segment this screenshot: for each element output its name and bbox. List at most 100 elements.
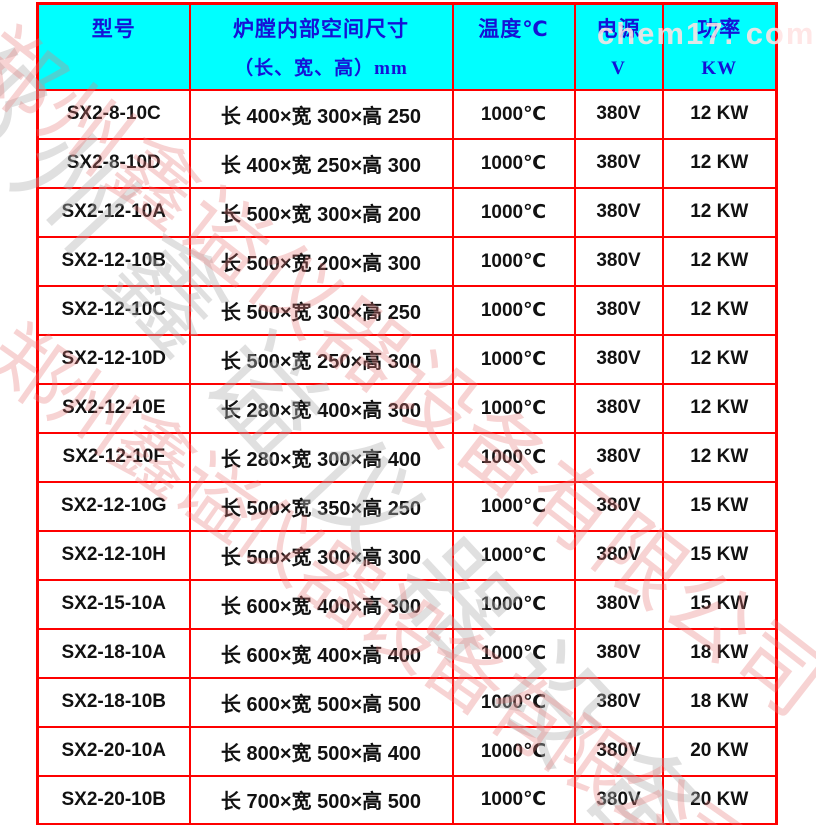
table-row: SX2-8-10C 长 400×宽 300×高 250 1000℃ 380V 1… <box>36 88 778 140</box>
model-cell: SX2-12-10E <box>36 382 191 434</box>
power-cell: 12 KW <box>661 431 778 483</box>
table-row: SX2-15-10A 长 600×宽 400×高 300 1000℃ 380V … <box>36 578 778 630</box>
power-cell: 12 KW <box>661 88 778 140</box>
power-cell: 15 KW <box>661 529 778 581</box>
power-cell: 12 KW <box>661 235 778 287</box>
header-row: 型号 炉膛内部空间尺寸 （长、宽、高）mm 温度℃ 电源 V 功率 KW <box>36 2 778 91</box>
voltage-cell: 380V <box>573 137 664 189</box>
table-header: 型号 炉膛内部空间尺寸 （长、宽、高）mm 温度℃ 电源 V 功率 KW <box>36 2 778 91</box>
dimensions-cell: 长 500×宽 300×高 300 <box>188 529 454 581</box>
power-cell: 20 KW <box>661 725 778 777</box>
table-row: SX2-12-10E 长 280×宽 400×高 300 1000℃ 380V … <box>36 382 778 434</box>
voltage-cell: 380V <box>573 774 664 825</box>
table-row: SX2-20-10A 长 800×宽 500×高 400 1000℃ 380V … <box>36 725 778 777</box>
model-cell: SX2-12-10F <box>36 431 191 483</box>
col-header-temperature-label: 温度℃ <box>478 18 549 41</box>
model-cell: SX2-12-10C <box>36 284 191 336</box>
dimensions-cell: 长 500×宽 300×高 250 <box>188 284 454 336</box>
col-header-voltage-line2: V <box>611 58 626 79</box>
temperature-cell: 1000℃ <box>451 627 576 679</box>
col-header-dimensions-line2: （长、宽、高）mm <box>234 58 408 79</box>
model-cell: SX2-18-10B <box>36 676 191 728</box>
voltage-cell: 380V <box>573 627 664 679</box>
dimensions-cell: 长 600×宽 400×高 300 <box>188 578 454 630</box>
col-header-dimensions-line1: 炉膛内部空间尺寸 <box>233 18 409 41</box>
temperature-cell: 1000℃ <box>451 578 576 630</box>
spec-table: 型号 炉膛内部空间尺寸 （长、宽、高）mm 温度℃ 电源 V 功率 KW <box>36 2 778 825</box>
temperature-cell: 1000℃ <box>451 382 576 434</box>
power-cell: 12 KW <box>661 186 778 238</box>
dimensions-cell: 长 500×宽 250×高 300 <box>188 333 454 385</box>
col-header-model: 型号 <box>36 2 191 91</box>
table-row: SX2-12-10B 长 500×宽 200×高 300 1000℃ 380V … <box>36 235 778 287</box>
voltage-cell: 380V <box>573 578 664 630</box>
col-header-power-line2: KW <box>701 58 738 79</box>
col-header-voltage-line1: 电源 <box>596 18 641 41</box>
model-cell: SX2-18-10A <box>36 627 191 679</box>
dimensions-cell: 长 400×宽 300×高 250 <box>188 88 454 140</box>
power-cell: 12 KW <box>661 382 778 434</box>
dimensions-cell: 长 400×宽 250×高 300 <box>188 137 454 189</box>
model-cell: SX2-12-10A <box>36 186 191 238</box>
voltage-cell: 380V <box>573 186 664 238</box>
power-cell: 18 KW <box>661 676 778 728</box>
col-header-temperature: 温度℃ <box>451 2 576 91</box>
temperature-cell: 1000℃ <box>451 88 576 140</box>
dimensions-cell: 长 800×宽 500×高 400 <box>188 725 454 777</box>
col-header-power-line1: 功率 <box>697 18 742 41</box>
col-header-power: 功率 KW <box>661 2 778 91</box>
model-cell: SX2-8-10D <box>36 137 191 189</box>
power-cell: 12 KW <box>661 284 778 336</box>
model-cell: SX2-12-10H <box>36 529 191 581</box>
voltage-cell: 380V <box>573 676 664 728</box>
table-row: SX2-18-10B 长 600×宽 500×高 500 1000℃ 380V … <box>36 676 778 728</box>
col-header-model-label: 型号 <box>91 18 136 41</box>
temperature-cell: 1000℃ <box>451 725 576 777</box>
table-row: SX2-18-10A 长 600×宽 400×高 400 1000℃ 380V … <box>36 627 778 679</box>
voltage-cell: 380V <box>573 284 664 336</box>
temperature-cell: 1000℃ <box>451 333 576 385</box>
temperature-cell: 1000℃ <box>451 529 576 581</box>
temperature-cell: 1000℃ <box>451 676 576 728</box>
model-cell: SX2-20-10B <box>36 774 191 825</box>
dimensions-cell: 长 600×宽 500×高 500 <box>188 676 454 728</box>
voltage-cell: 380V <box>573 235 664 287</box>
model-cell: SX2-12-10G <box>36 480 191 532</box>
temperature-cell: 1000℃ <box>451 480 576 532</box>
voltage-cell: 380V <box>573 529 664 581</box>
voltage-cell: 380V <box>573 480 664 532</box>
power-cell: 15 KW <box>661 480 778 532</box>
table-row: SX2-20-10B 长 700×宽 500×高 500 1000℃ 380V … <box>36 774 778 825</box>
model-cell: SX2-8-10C <box>36 88 191 140</box>
table-row: SX2-12-10D 长 500×宽 250×高 300 1000℃ 380V … <box>36 333 778 385</box>
power-cell: 12 KW <box>661 137 778 189</box>
table-row: SX2-12-10C 长 500×宽 300×高 250 1000℃ 380V … <box>36 284 778 336</box>
table-row: SX2-12-10H 长 500×宽 300×高 300 1000℃ 380V … <box>36 529 778 581</box>
power-cell: 15 KW <box>661 578 778 630</box>
table-row: SX2-12-10G 长 500×宽 350×高 250 1000℃ 380V … <box>36 480 778 532</box>
voltage-cell: 380V <box>573 88 664 140</box>
col-header-dimensions: 炉膛内部空间尺寸 （长、宽、高）mm <box>188 2 454 91</box>
model-cell: SX2-12-10D <box>36 333 191 385</box>
dimensions-cell: 长 280×宽 400×高 300 <box>188 382 454 434</box>
voltage-cell: 380V <box>573 725 664 777</box>
voltage-cell: 380V <box>573 431 664 483</box>
model-cell: SX2-15-10A <box>36 578 191 630</box>
temperature-cell: 1000℃ <box>451 284 576 336</box>
model-cell: SX2-20-10A <box>36 725 191 777</box>
voltage-cell: 380V <box>573 382 664 434</box>
table-row: SX2-12-10A 长 500×宽 300×高 200 1000℃ 380V … <box>36 186 778 238</box>
col-header-voltage: 电源 V <box>573 2 664 91</box>
power-cell: 18 KW <box>661 627 778 679</box>
temperature-cell: 1000℃ <box>451 235 576 287</box>
table-body: SX2-8-10C 长 400×宽 300×高 250 1000℃ 380V 1… <box>36 88 778 825</box>
dimensions-cell: 长 500×宽 300×高 200 <box>188 186 454 238</box>
dimensions-cell: 长 280×宽 300×高 400 <box>188 431 454 483</box>
table-row: SX2-12-10F 长 280×宽 300×高 400 1000℃ 380V … <box>36 431 778 483</box>
table-row: SX2-8-10D 长 400×宽 250×高 300 1000℃ 380V 1… <box>36 137 778 189</box>
dimensions-cell: 长 500×宽 350×高 250 <box>188 480 454 532</box>
temperature-cell: 1000℃ <box>451 431 576 483</box>
dimensions-cell: 长 500×宽 200×高 300 <box>188 235 454 287</box>
temperature-cell: 1000℃ <box>451 186 576 238</box>
temperature-cell: 1000℃ <box>451 774 576 825</box>
